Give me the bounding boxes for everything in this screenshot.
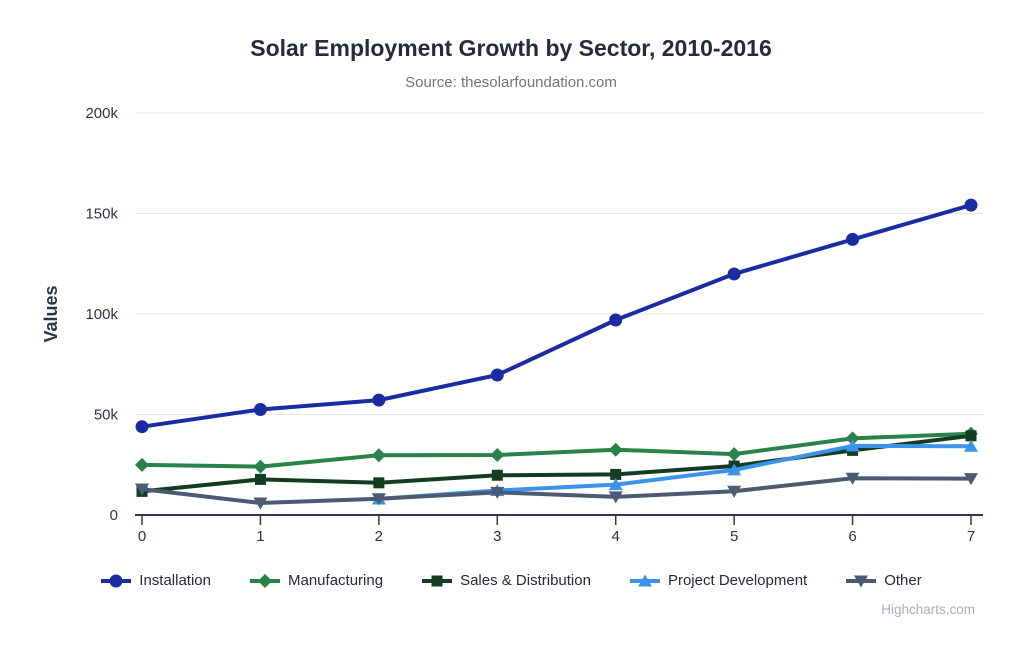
legend-item-other[interactable]: Other	[845, 572, 922, 589]
series-line[interactable]	[140, 203, 973, 429]
legend-item-manufacturing[interactable]: Manufacturing	[249, 572, 383, 589]
x-tick-label: 6	[848, 528, 856, 545]
data-point-marker[interactable]	[253, 497, 268, 510]
chart-title: Solar Employment Growth by Sector, 2010-…	[250, 35, 772, 61]
data-point-marker[interactable]	[727, 463, 742, 476]
data-point-marker[interactable]	[254, 473, 266, 485]
x-tick-label: 1	[256, 528, 264, 545]
data-point-marker[interactable]	[135, 420, 149, 434]
data-point-marker[interactable]	[727, 485, 742, 498]
y-tick-label: 100k	[85, 306, 118, 323]
highcharts-credits[interactable]: Highcharts.com	[881, 602, 975, 617]
x-tick-label: 4	[612, 528, 620, 545]
diamond-legend-marker-icon	[250, 573, 280, 588]
data-point-marker[interactable]	[608, 478, 623, 491]
x-tick-label: 5	[730, 528, 738, 545]
x-tick-label: 3	[493, 528, 501, 545]
data-point-marker[interactable]	[372, 393, 386, 407]
data-point-marker[interactable]	[845, 439, 860, 452]
x-tick-label: 2	[375, 528, 383, 545]
series-line[interactable]	[140, 476, 973, 505]
data-point-marker[interactable]	[964, 473, 978, 486]
data-point-marker[interactable]	[258, 573, 272, 588]
y-tick-label: 150k	[85, 206, 118, 223]
data-point-marker[interactable]	[253, 402, 267, 416]
data-point-marker[interactable]	[845, 431, 860, 446]
data-point-marker[interactable]	[490, 368, 504, 382]
data-point-marker[interactable]	[727, 447, 742, 462]
data-point-marker[interactable]	[608, 491, 623, 504]
x-tick-label: 7	[967, 528, 975, 545]
y-tick-label: 0	[110, 507, 118, 524]
data-point-marker[interactable]	[371, 448, 386, 463]
triangle-legend-marker-icon	[629, 574, 660, 586]
data-point-marker[interactable]	[609, 313, 623, 327]
series-manufacturing[interactable]	[135, 426, 978, 474]
x-tick-label: 0	[138, 528, 146, 545]
data-point-marker[interactable]	[373, 477, 385, 489]
data-point-marker[interactable]	[371, 493, 386, 506]
data-point-marker[interactable]	[135, 457, 149, 472]
circle-legend-marker-icon	[101, 574, 132, 587]
square-legend-marker-icon	[422, 575, 453, 586]
y-tick-label: 200k	[85, 105, 118, 122]
data-point-marker[interactable]	[964, 198, 978, 212]
data-point-marker[interactable]	[109, 574, 123, 587]
chart-subtitle: Source: thesolarfoundation.com	[405, 74, 617, 91]
legend-item-label: Manufacturing	[288, 572, 384, 589]
series-line[interactable]	[140, 433, 973, 494]
legend-item-installation[interactable]: Installation	[100, 572, 211, 589]
legend: Installation Manufacturing Sales & Distrib…	[0, 572, 1022, 589]
legend-item-label: Other	[884, 572, 922, 589]
data-point-marker[interactable]	[637, 574, 652, 586]
data-point-marker[interactable]	[727, 267, 741, 281]
y-tick-label: 50k	[94, 407, 119, 424]
series-installation[interactable]	[135, 198, 978, 434]
data-point-marker[interactable]	[135, 483, 149, 496]
series-other[interactable]	[135, 472, 978, 510]
data-point-marker[interactable]	[965, 430, 977, 442]
data-point-marker[interactable]	[490, 486, 505, 499]
triangle-down-legend-marker-icon	[846, 575, 877, 587]
legend-item-project-development[interactable]: Project Development	[629, 572, 807, 589]
data-point-marker[interactable]	[431, 575, 443, 586]
data-point-marker[interactable]	[610, 468, 622, 480]
legend-item-sales-distribution[interactable]: Sales & Distribution	[421, 572, 591, 589]
series-line[interactable]	[140, 431, 973, 469]
data-point-marker[interactable]	[608, 442, 623, 457]
data-point-marker[interactable]	[854, 575, 869, 587]
data-point-marker[interactable]	[490, 447, 505, 462]
data-point-marker[interactable]	[846, 232, 860, 246]
y-axis-title: Values	[41, 285, 61, 342]
data-point-marker[interactable]	[964, 439, 978, 452]
legend-item-label: Project Development	[667, 572, 808, 589]
data-point-marker[interactable]	[491, 469, 503, 481]
legend-item-label: Installation	[139, 572, 211, 589]
data-point-marker[interactable]	[845, 472, 860, 485]
legend-item-label: Sales & Distribution	[460, 572, 591, 589]
data-point-marker[interactable]	[253, 459, 268, 474]
